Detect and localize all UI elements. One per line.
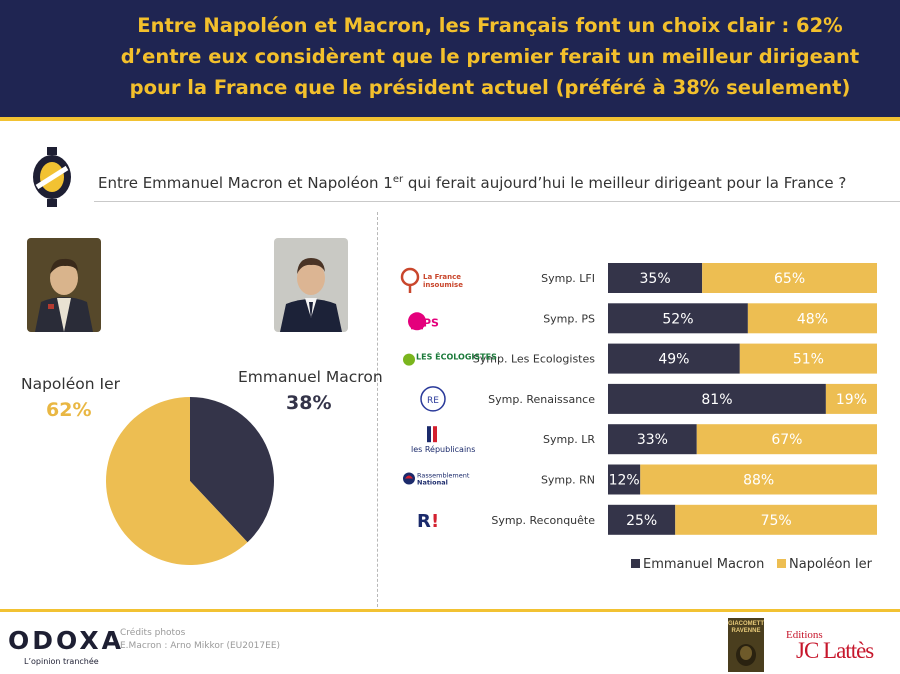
data-label-napoleon: 51% <box>793 352 824 368</box>
survey-question: Entre Emmanuel Macron et Napoléon 1er qu… <box>98 174 847 192</box>
data-label-napoleon: 19% <box>836 392 867 408</box>
macron-percent: 38% <box>286 392 332 414</box>
svg-text:les Républicains: les Républicains <box>411 444 475 454</box>
party-logo: LES ÉCOLOGISTES <box>403 351 497 366</box>
data-label-napoleon: 88% <box>743 473 774 489</box>
footer-gold-rule <box>0 609 900 612</box>
bar-napoleon <box>640 464 877 495</box>
party-logo: R! <box>417 511 439 532</box>
data-label-napoleon: 67% <box>771 432 802 448</box>
pie-slice-macron <box>190 397 274 543</box>
odoxa-logo: ODOXA <box>8 626 124 655</box>
header-gold-rule <box>0 117 900 121</box>
bar-macron <box>608 424 697 455</box>
bar-macron <box>608 504 676 535</box>
data-label-macron: 12% <box>609 473 640 489</box>
macron-label: Emmanuel Macron <box>238 368 383 386</box>
svg-text:R: R <box>417 511 431 532</box>
odoxa-o-icon <box>33 147 71 207</box>
header-banner: Entre Napoléon et Macron, les Français f… <box>0 0 900 117</box>
credits-title: Crédits photos <box>120 628 186 638</box>
svg-text:insoumise: insoumise <box>423 281 463 289</box>
napoleon-portrait <box>27 238 101 332</box>
category-label: Symp. PS <box>543 312 595 325</box>
category-label: Symp. RN <box>541 474 595 487</box>
bar-macron <box>608 343 740 374</box>
category-label: Symp. Les Ecologistes <box>473 353 595 366</box>
data-label-napoleon: 75% <box>761 513 792 529</box>
bar-napoleon <box>739 343 877 374</box>
data-label-macron: 35% <box>640 271 671 287</box>
bar-macron <box>608 464 641 495</box>
svg-text:!: ! <box>431 511 439 532</box>
bar-napoleon <box>675 504 877 535</box>
category-label: Symp. LR <box>543 433 595 446</box>
legend-swatch-macron <box>631 559 640 568</box>
photo-credits: Crédits photos E.Macron : Arno Mikkor (E… <box>120 627 280 653</box>
category-label: Symp. LFI <box>541 272 595 285</box>
section-divider <box>377 212 378 607</box>
svg-text:PS: PS <box>423 316 439 329</box>
napoleon-percent: 62% <box>46 399 92 421</box>
preference-pie-chart <box>106 397 274 565</box>
bar-macron <box>608 303 748 334</box>
svg-text:LES ÉCOLOGISTES: LES ÉCOLOGISTES <box>416 351 497 362</box>
party-logo: PS <box>408 312 439 331</box>
headline: Entre Napoléon et Macron, les Français f… <box>120 14 860 99</box>
svg-text:Rassemblement: Rassemblement <box>417 472 470 480</box>
svg-text:La France: La France <box>423 273 461 281</box>
legend-label-napoleon: Napoléon Ier <box>789 557 873 572</box>
book-cover: GIACOMETTI RAVENNE <box>728 618 764 672</box>
data-label-macron: 49% <box>658 352 689 368</box>
pie-slice-napoleon <box>106 397 248 565</box>
data-label-macron: 52% <box>662 311 693 327</box>
bar-napoleon <box>702 263 877 293</box>
data-label-macron: 33% <box>637 432 668 448</box>
bar-macron <box>608 383 826 414</box>
napoleon-label: Napoléon Ier <box>21 375 120 393</box>
credits-line: E.Macron : Arno Mikkor (EU2017EE) <box>120 641 281 651</box>
legend-swatch-napoleon <box>777 559 786 568</box>
bar-napoleon <box>696 424 877 455</box>
data-label-napoleon: 48% <box>797 311 828 327</box>
data-label-macron: 81% <box>701 392 732 408</box>
bar-napoleon <box>747 303 877 334</box>
macron-portrait <box>274 238 348 332</box>
party-logo: RE <box>420 386 446 412</box>
category-label: Symp. Reconquête <box>491 514 595 527</box>
bar-napoleon <box>825 383 877 414</box>
bar-macron <box>608 263 703 293</box>
question-underline <box>94 201 900 202</box>
party-logo: les Républicains <box>411 426 475 454</box>
odoxa-tagline: L’opinion tranchée <box>24 657 99 666</box>
legend-label-macron: Emmanuel Macron <box>643 557 764 572</box>
svg-text:National: National <box>417 479 448 487</box>
category-label: Symp. Renaissance <box>488 393 595 406</box>
data-label-macron: 25% <box>626 513 657 529</box>
svg-text:RE: RE <box>427 396 439 406</box>
data-label-napoleon: 65% <box>774 271 805 287</box>
